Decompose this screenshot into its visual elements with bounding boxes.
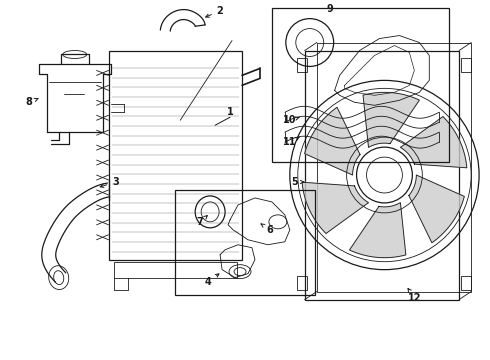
Text: 6: 6 — [261, 224, 273, 235]
Polygon shape — [363, 93, 419, 147]
Bar — [297, 58, 307, 72]
Bar — [297, 276, 307, 289]
Text: 1: 1 — [227, 107, 233, 117]
Text: 2: 2 — [206, 6, 223, 17]
Text: 4: 4 — [205, 274, 219, 287]
Bar — [461, 58, 471, 72]
Bar — [108, 50, 242, 260]
Bar — [461, 276, 471, 289]
Text: 7: 7 — [197, 216, 207, 227]
Text: 8: 8 — [25, 97, 38, 107]
Bar — [175, 190, 315, 294]
Bar — [305, 50, 459, 300]
Polygon shape — [400, 117, 467, 168]
Text: 3: 3 — [100, 177, 119, 188]
Bar — [272, 8, 449, 162]
Text: 9: 9 — [326, 4, 333, 14]
Text: 5: 5 — [292, 177, 304, 187]
Text: 11: 11 — [283, 137, 299, 147]
Polygon shape — [409, 175, 465, 243]
Polygon shape — [302, 182, 368, 234]
Polygon shape — [349, 203, 406, 258]
Bar — [114, 262, 237, 278]
Polygon shape — [305, 107, 360, 175]
Bar — [317, 42, 471, 292]
Text: 12: 12 — [408, 288, 421, 302]
Text: 10: 10 — [283, 115, 299, 125]
